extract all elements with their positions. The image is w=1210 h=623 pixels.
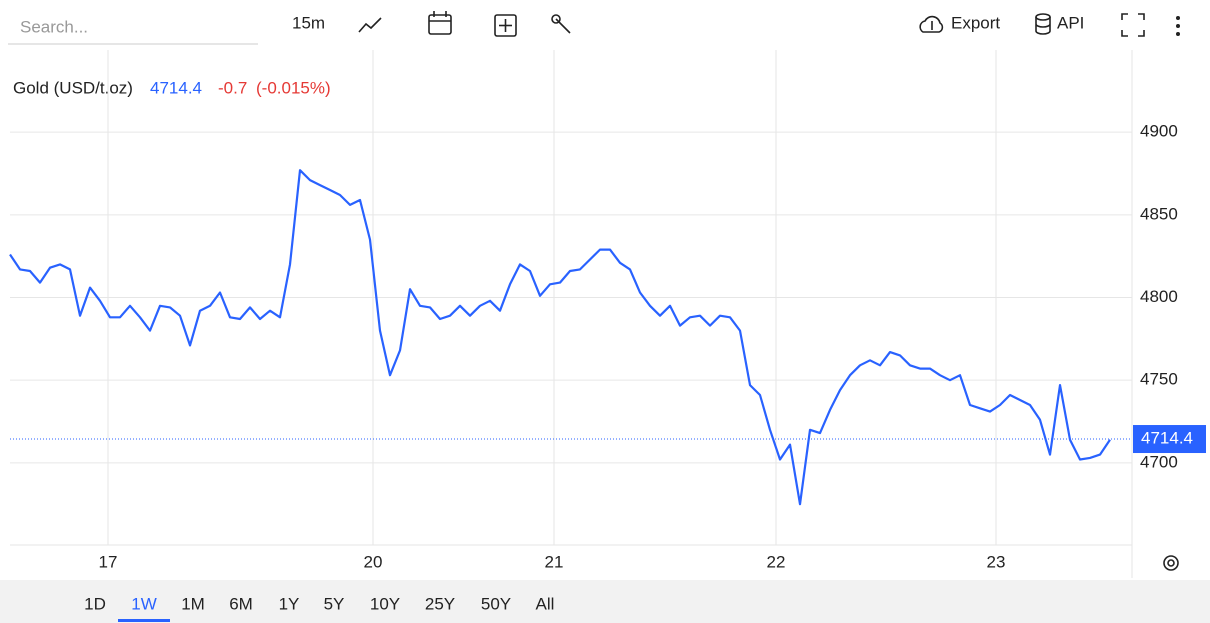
more-menu-icon[interactable] bbox=[1176, 16, 1180, 36]
x-tick-label: 23 bbox=[987, 552, 1006, 571]
range-button[interactable]: 6M bbox=[229, 594, 253, 613]
export-icon[interactable] bbox=[919, 15, 944, 33]
y-tick-label: 4850 bbox=[1140, 204, 1178, 223]
interval-button[interactable]: 15m bbox=[292, 13, 325, 32]
price-line bbox=[9, 169, 1111, 506]
axis-settings-icon[interactable] bbox=[1163, 555, 1179, 571]
price-change-percent: (-0.015%) bbox=[256, 78, 331, 97]
chart-type-icon[interactable] bbox=[358, 17, 382, 33]
range-button[interactable]: 1W bbox=[131, 594, 157, 613]
range-button[interactable]: All bbox=[536, 594, 555, 613]
range-button[interactable]: 1D bbox=[84, 594, 106, 613]
last-price: 4714.4 bbox=[150, 78, 202, 97]
api-button[interactable]: API bbox=[1057, 13, 1084, 32]
range-button[interactable]: 50Y bbox=[481, 594, 511, 613]
range-button[interactable]: 10Y bbox=[370, 594, 400, 613]
range-bar bbox=[0, 580, 1210, 623]
calendar-icon[interactable] bbox=[428, 11, 452, 35]
export-button[interactable]: Export bbox=[951, 13, 1000, 32]
x-tick-label: 17 bbox=[99, 552, 118, 571]
settings-wrench-icon[interactable] bbox=[551, 14, 571, 34]
y-tick-label: 4700 bbox=[1140, 452, 1178, 471]
range-button[interactable]: 25Y bbox=[425, 594, 455, 613]
range-button[interactable]: 5Y bbox=[324, 594, 345, 613]
add-indicator-icon[interactable] bbox=[494, 14, 517, 37]
y-tick-label: 4800 bbox=[1140, 287, 1178, 306]
range-button[interactable]: 1Y bbox=[279, 594, 300, 613]
range-selected-underline bbox=[118, 619, 170, 622]
range-button[interactable]: 1M bbox=[181, 594, 205, 613]
y-tick-label: 4750 bbox=[1140, 370, 1178, 389]
x-tick-label: 20 bbox=[364, 552, 383, 571]
fullscreen-icon[interactable] bbox=[1121, 13, 1145, 37]
instrument-title: Gold (USD/t.oz) bbox=[13, 78, 133, 97]
api-icon[interactable] bbox=[1035, 13, 1051, 35]
y-tick-label: 4900 bbox=[1140, 122, 1178, 141]
search-input[interactable]: Search... bbox=[20, 17, 88, 36]
last-price-label: 4714.4 bbox=[1141, 429, 1193, 448]
x-tick-label: 22 bbox=[767, 552, 786, 571]
last-price-badge bbox=[1133, 425, 1206, 454]
price-change: -0.7 bbox=[218, 78, 247, 97]
x-tick-label: 21 bbox=[545, 552, 564, 571]
